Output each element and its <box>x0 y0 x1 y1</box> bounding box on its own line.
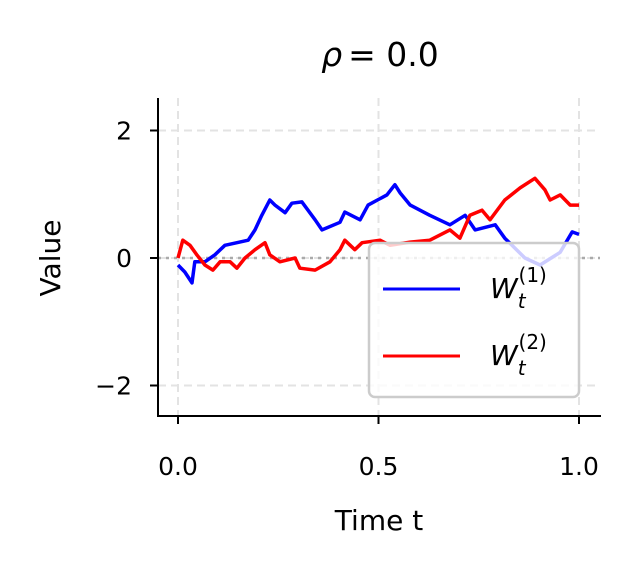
series-lines <box>176 176 580 285</box>
series-line-w1 <box>176 182 580 285</box>
series-line-w2 <box>176 176 579 272</box>
x-tick-label: 1.0 <box>559 452 599 481</box>
chart-title: ρ = 0.0 <box>321 35 439 74</box>
legend-box <box>367 241 581 399</box>
y-tick-label: 0 <box>116 244 132 273</box>
legend-label-w1: Wt(1) <box>490 263 547 313</box>
legend-label-w2: Wt(2) <box>490 330 547 380</box>
x-axis-label: Time t <box>334 504 423 537</box>
y-axis-label: Value <box>34 220 67 297</box>
ticks: 0.0 0.5 1.0 −2 0 2 <box>95 117 599 482</box>
x-tick-label: 0.0 <box>158 452 198 481</box>
legend: Wt(1) Wt(2) <box>367 241 581 399</box>
x-tick-label: 0.5 <box>359 452 399 481</box>
y-tick-label: 2 <box>116 117 132 146</box>
y-tick-label: −2 <box>95 372 132 401</box>
